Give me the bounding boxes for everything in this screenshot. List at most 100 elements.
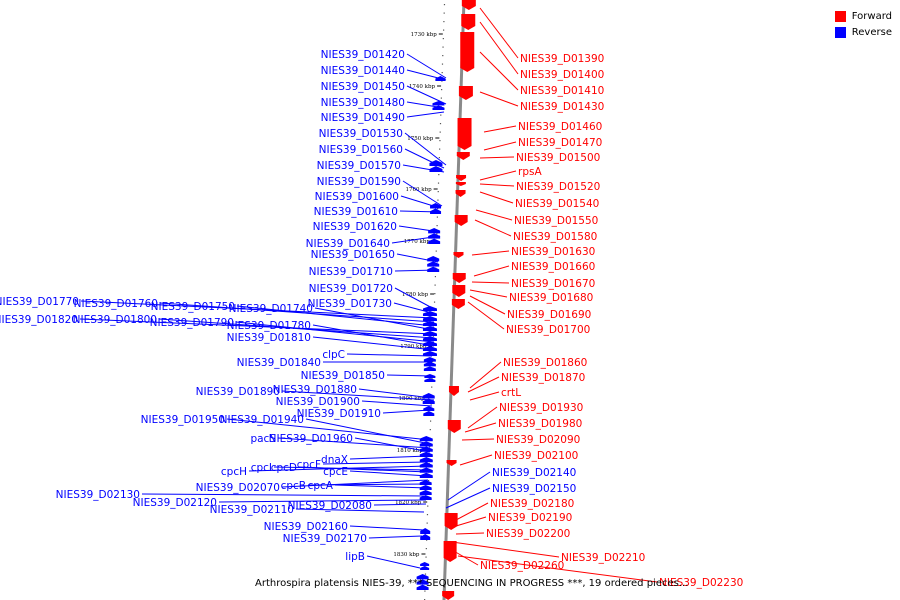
forward-leader-line (457, 555, 658, 583)
reverse-leader-line (396, 253, 439, 263)
ruler-dot (426, 514, 429, 516)
ruler-dot (442, 55, 444, 57)
reverse-gene-label: NIES39_D01620 (313, 221, 397, 233)
forward-gene-block (452, 273, 466, 283)
forward-gene-block (458, 86, 473, 100)
forward-leader-line (479, 7, 519, 59)
forward-gene-label: NIES39_D01660 (511, 261, 595, 273)
forward-leader-line (467, 301, 505, 330)
forward-gene-label: NIES39_D02180 (490, 498, 574, 510)
forward-gene-block (448, 386, 459, 396)
reverse-gene-label: NIES39_D02140 (492, 467, 576, 479)
reverse-leader-line (141, 493, 427, 497)
ruler-dot (443, 12, 445, 14)
reverse-gene-label: cpcH (221, 466, 247, 478)
forward-gene-block (456, 175, 467, 181)
reverse-gene-block (419, 451, 433, 457)
forward-gene-label: NIES39_D01870 (501, 372, 585, 384)
forward-leader-line (479, 183, 515, 187)
forward-leader-line (467, 376, 500, 393)
reverse-gene-block (423, 366, 436, 371)
forward-leader-line (479, 170, 517, 181)
reverse-gene-label: NIES39_D01450 (321, 81, 405, 93)
forward-gene-block (442, 591, 455, 600)
forward-gene-label: NIES39_D02230 (659, 577, 743, 589)
reverse-leader-line (218, 499, 427, 503)
reverse-gene-label: NIES39_D01780 (227, 320, 311, 332)
reverse-gene-label: NIES39_D01960 (269, 433, 353, 445)
reverse-leader-line (400, 195, 441, 209)
forward-gene-label: NIES39_D01410 (520, 85, 604, 97)
reverse-gene-label: NIES39_D01900 (276, 396, 360, 408)
reverse-gene-label: NIES39_D01940 (220, 414, 304, 426)
reverse-leader-line (354, 437, 431, 453)
ruler-dot (425, 556, 427, 558)
reverse-gene-label: NIES39_D02130 (56, 489, 140, 501)
legend-reverse-label: Reverse (851, 26, 892, 38)
legend-forward-label: Forward (851, 10, 892, 22)
ruler-dot (429, 429, 431, 431)
reverse-gene-block (420, 562, 430, 566)
reverse-gene-label: NIES39_D01530 (319, 128, 403, 140)
ruler-dot (440, 114, 442, 116)
reverse-leader-line (79, 318, 435, 335)
ruler-dot (425, 548, 427, 550)
reverse-gene-label: NIES39_D01950 (141, 414, 225, 426)
reverse-gene-label: NIES39_D01710 (309, 266, 393, 278)
reverse-leader-line (406, 85, 447, 105)
legend-reverse: Reverse (834, 24, 892, 40)
ruler-dot (437, 191, 439, 193)
reverse-leader-line (393, 302, 437, 315)
ruler-dot (434, 293, 436, 295)
forward-gene-label: NIES39_D02090 (496, 434, 580, 446)
reverse-gene-label: clpC (322, 349, 345, 361)
ruler-dot (434, 284, 436, 286)
reverse-leader-line (386, 374, 433, 377)
reverse-gene-label: NIES39_D02160 (264, 521, 348, 533)
reverse-leader-line (314, 307, 435, 331)
ruler-dot (439, 123, 442, 125)
reverse-gene-block (416, 574, 429, 580)
reverse-leader-line (298, 466, 429, 473)
forward-leader-line (455, 532, 485, 535)
ruler-dot (426, 539, 428, 541)
ruler-dot (441, 72, 443, 74)
forward-gene-label: NIES39_D02210 (561, 552, 645, 564)
legend: Forward Reverse (834, 8, 892, 40)
reverse-gene-label: NIES39_D01750 (151, 301, 235, 313)
reverse-leader-line (366, 555, 421, 569)
forward-gene-label: NIES39_D01580 (513, 231, 597, 243)
reverse-gene-label: cpcD (271, 462, 297, 474)
ruler-dot (438, 157, 440, 159)
forward-leader-line (469, 289, 508, 298)
reverse-leader-line (235, 321, 435, 343)
forward-gene-block (452, 285, 466, 297)
forward-gene-block (455, 182, 466, 186)
reverse-gene-label: NIES39_D01800 (73, 314, 157, 326)
ruler-dot (424, 573, 427, 575)
forward-gene-label: NIES39_D01700 (506, 324, 590, 336)
reverse-leader-line (382, 409, 431, 414)
reverse-gene-label: NIES39_D01730 (308, 298, 392, 310)
reverse-gene-label: NIES39_D02150 (492, 483, 576, 495)
forward-leader-line (479, 191, 514, 204)
forward-leader-line (467, 406, 498, 429)
ruler-dot (435, 250, 437, 252)
forward-leader-line (469, 361, 502, 389)
reverse-gene-label: dnaX (321, 454, 348, 466)
reverse-leader-line (295, 508, 425, 513)
reverse-gene-label: NIES39_D01610 (314, 206, 398, 218)
reverse-gene-block (416, 584, 429, 590)
forward-gene-label: NIES39_D01670 (511, 278, 595, 290)
ruler-dot (442, 46, 444, 48)
forward-leader-line (461, 438, 495, 441)
reverse-gene-label: cpcB (281, 480, 306, 492)
reverse-gene-label: cpcA (308, 480, 334, 492)
reverse-gene-block (424, 378, 436, 382)
reverse-leader-line (277, 437, 431, 449)
forward-gene-label: NIES39_D01860 (503, 357, 587, 369)
forward-leader-line (469, 391, 500, 401)
forward-gene-block (443, 541, 457, 562)
reverse-gene-block (422, 351, 437, 356)
ruler-dot (431, 386, 433, 388)
